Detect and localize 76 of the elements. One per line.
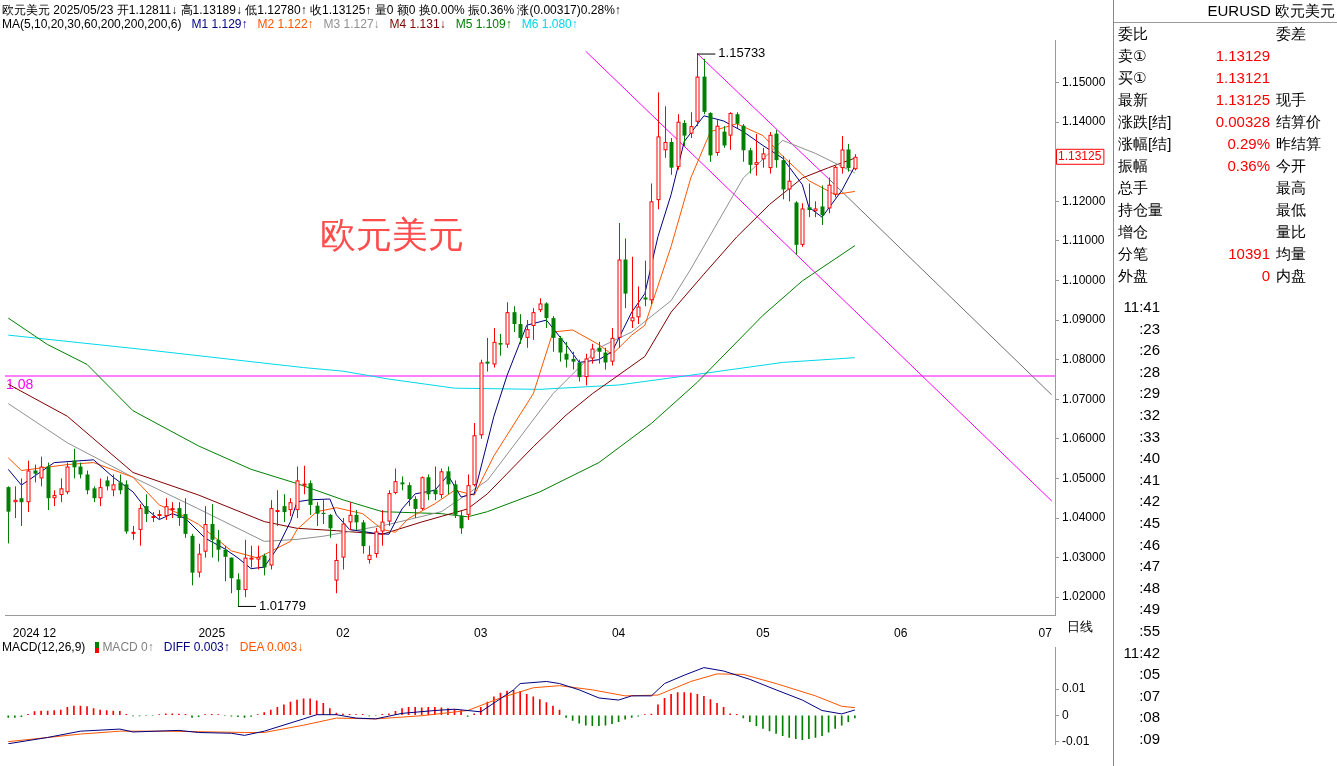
- text: :32: [1138, 404, 1160, 425]
- y-tick-label: 1.11000: [1062, 233, 1105, 248]
- x-tick-label: 06: [894, 625, 908, 640]
- text: 振幅 0.36% 今开: [1118, 157, 1306, 174]
- text: DEA 0.003↓: [239, 640, 304, 654]
- text: DIFF 0.003↑: [163, 640, 230, 654]
- text: 总手 最高: [1118, 179, 1306, 196]
- text: 日线: [1067, 618, 1093, 634]
- text: :28: [1138, 361, 1160, 382]
- x-tick-label: 2024 12: [12, 625, 57, 640]
- text: :26: [1138, 340, 1160, 361]
- text: :41: [1138, 469, 1160, 490]
- x-tick-label: 03: [474, 625, 488, 640]
- y-tick-label: 1.03000: [1062, 549, 1106, 564]
- text: :46: [1138, 534, 1160, 555]
- text: 持仓量 最低: [1118, 201, 1306, 218]
- text: :55: [1138, 620, 1160, 641]
- chart-subtitle: MA(5,10,20,30,60,200,200,200,6): [2, 17, 182, 31]
- y-tick-label: 1.08000: [1062, 351, 1106, 366]
- text: 买① 1.13121: [1118, 69, 1270, 86]
- legend-label: MACD 0↑: [102, 640, 154, 654]
- text: 涨跌[结] 0.00328 结算价: [1118, 113, 1321, 130]
- text: EURUSD 欧元美元: [1114, 0, 1337, 23]
- x-tick-label: 07: [1038, 625, 1053, 640]
- text: :48: [1138, 577, 1160, 598]
- text: 卖① 1.13129: [1118, 47, 1270, 64]
- text: :33: [1138, 426, 1160, 447]
- text: 1.13125: [1058, 149, 1102, 164]
- text: 11:41: [1122, 297, 1160, 317]
- y-tick-label: 1.15000: [1062, 74, 1106, 89]
- y-tick-label: 1.05000: [1062, 470, 1106, 485]
- annotation: 欧元美元: [320, 213, 464, 255]
- text: :40: [1138, 448, 1160, 469]
- y-tick-label: 1.04000: [1062, 510, 1106, 525]
- chart-title: MACD(12,26,9): [2, 640, 86, 654]
- y-tick-label: 1.09000: [1062, 312, 1106, 327]
- text: :23: [1138, 318, 1160, 339]
- y-tick-label: 1.10000: [1062, 272, 1106, 287]
- text: 分笔 10391 均量: [1118, 245, 1306, 262]
- text: :08: [1138, 707, 1160, 728]
- text: 外盘 0 内盘: [1118, 267, 1306, 284]
- y-tick-label: 0.01: [1062, 681, 1086, 696]
- y-tick-label: 1.02000: [1062, 589, 1106, 604]
- text: M1 1.129↑: [191, 17, 248, 31]
- text: 委比 委差: [1118, 25, 1306, 42]
- annotation: 1.01779: [258, 597, 306, 613]
- text: 增仓 量比: [1118, 223, 1306, 240]
- x-tick-label: 04: [611, 625, 626, 640]
- text: 11:42: [1122, 642, 1160, 663]
- annotation: 1.15733: [718, 45, 766, 61]
- text: :09: [1138, 728, 1160, 749]
- chart-title: 欧元美元 2025/05/23 开1.12811↓ 高1.13189↓ 低1.12780↑ 收1.13125↑ 量0 额0 换0.00% 振0.36% 涨(0.00317)0.28%↑: [2, 2, 621, 19]
- text: M3 1.127↓: [323, 17, 380, 31]
- y-tick-label: -0.01: [1062, 733, 1090, 748]
- text: M5 1.109↑: [455, 17, 512, 31]
- y-tick-label: 1.14000: [1062, 114, 1106, 129]
- text: M2 1.122↑: [257, 17, 314, 31]
- text: 涨幅[结] 0.29% 昨结算: [1118, 135, 1321, 152]
- text: :42: [1138, 491, 1160, 512]
- y-tick-label: 0: [1062, 707, 1069, 722]
- ref-line-label: 1.08: [6, 376, 34, 393]
- text: :05: [1138, 664, 1160, 685]
- text: :29: [1138, 383, 1160, 404]
- y-tick-label: 1.06000: [1062, 431, 1106, 446]
- x-tick-label: 2025: [198, 625, 226, 640]
- y-tick-label: 1.07000: [1062, 391, 1106, 406]
- x-tick-label: 02: [336, 625, 350, 640]
- text: M4 1.131↓: [389, 17, 446, 31]
- x-tick-label: 05: [756, 625, 770, 640]
- text: 最新 1.13125 现手: [1118, 91, 1306, 108]
- text: :49: [1138, 599, 1160, 620]
- text: M6 1.080↑: [521, 17, 578, 31]
- text: :47: [1138, 556, 1160, 577]
- y-tick-label: 1.12000: [1062, 193, 1106, 208]
- text: :07: [1138, 685, 1160, 706]
- text: :45: [1138, 512, 1160, 533]
